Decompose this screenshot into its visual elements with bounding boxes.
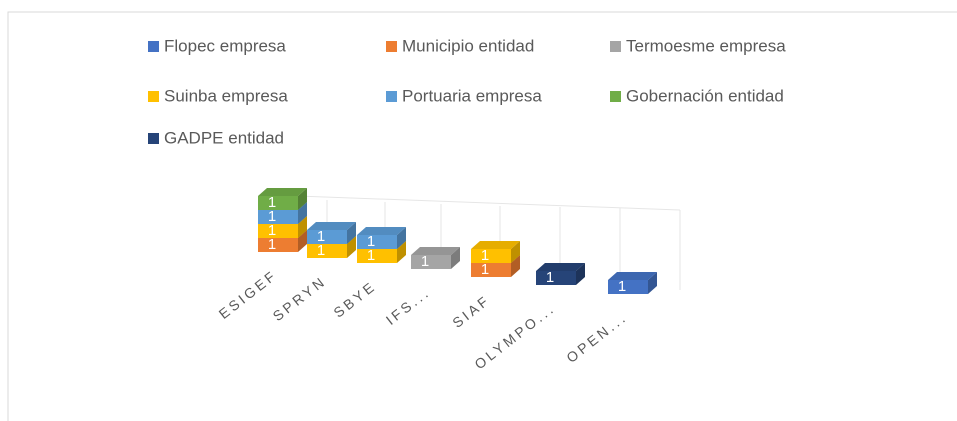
bar-side bbox=[648, 272, 657, 294]
bar-top bbox=[357, 227, 406, 235]
bar-side bbox=[347, 236, 356, 258]
bar-side bbox=[298, 216, 307, 238]
bar bbox=[258, 224, 298, 238]
data-label: 1 bbox=[481, 247, 489, 264]
chart-frame bbox=[7, 11, 957, 421]
bar-side bbox=[397, 241, 406, 263]
bar-top bbox=[536, 263, 585, 271]
bar-side bbox=[347, 222, 356, 244]
data-label: 1 bbox=[546, 269, 554, 286]
legend-swatch bbox=[610, 41, 621, 52]
bar-top bbox=[471, 241, 520, 249]
legend-label: Flopec empresa bbox=[164, 36, 286, 55]
legend-label: Portuaria empresa bbox=[402, 86, 542, 105]
legend-label: Suinba empresa bbox=[164, 86, 288, 105]
bar-side bbox=[298, 202, 307, 224]
bar bbox=[258, 210, 298, 224]
bar-top bbox=[608, 272, 657, 280]
bar bbox=[307, 244, 347, 258]
legend-label: Municipio entidad bbox=[402, 36, 534, 55]
bar bbox=[471, 249, 511, 263]
legend-swatch bbox=[148, 41, 159, 52]
bar bbox=[307, 230, 347, 244]
bar bbox=[357, 249, 397, 263]
bar-side bbox=[298, 230, 307, 252]
legend-swatch bbox=[148, 133, 159, 144]
data-label: 1 bbox=[367, 233, 375, 250]
x-tick-label: SBYE bbox=[330, 278, 379, 321]
bar-side bbox=[511, 255, 520, 277]
data-label: 1 bbox=[268, 208, 276, 225]
bar-top bbox=[307, 222, 356, 230]
x-tick-label: OPEN... bbox=[563, 309, 630, 366]
data-label: 1 bbox=[268, 236, 276, 253]
bar bbox=[471, 263, 511, 277]
data-label: 1 bbox=[421, 253, 429, 270]
bar bbox=[258, 238, 298, 252]
data-label: 1 bbox=[317, 228, 325, 245]
legend-swatch bbox=[610, 91, 621, 102]
data-label: 1 bbox=[317, 242, 325, 259]
legend-label: Gobernación entidad bbox=[626, 86, 784, 105]
data-label: 1 bbox=[268, 194, 276, 211]
legend-swatch bbox=[386, 91, 397, 102]
bar-side bbox=[451, 247, 460, 269]
bar-top bbox=[411, 247, 460, 255]
bar bbox=[536, 271, 576, 285]
data-label: 1 bbox=[367, 247, 375, 264]
bar bbox=[357, 235, 397, 249]
bar-side bbox=[397, 227, 406, 249]
bar-side bbox=[298, 188, 307, 210]
x-tick-label: SIAF bbox=[449, 292, 493, 331]
legend-swatch bbox=[386, 41, 397, 52]
bar bbox=[411, 255, 451, 269]
bar-top bbox=[258, 188, 307, 196]
legend-swatch bbox=[148, 91, 159, 102]
legend-label: GADPE entidad bbox=[164, 128, 284, 147]
legend-label: Termoesme empresa bbox=[626, 36, 786, 55]
bar bbox=[608, 280, 648, 294]
data-label: 1 bbox=[481, 261, 489, 278]
data-label: 1 bbox=[268, 222, 276, 239]
x-tick-label: IFS... bbox=[383, 284, 433, 328]
data-label: 1 bbox=[618, 278, 626, 295]
bar-side bbox=[511, 241, 520, 263]
bar bbox=[258, 196, 298, 210]
bar-side bbox=[576, 263, 585, 285]
